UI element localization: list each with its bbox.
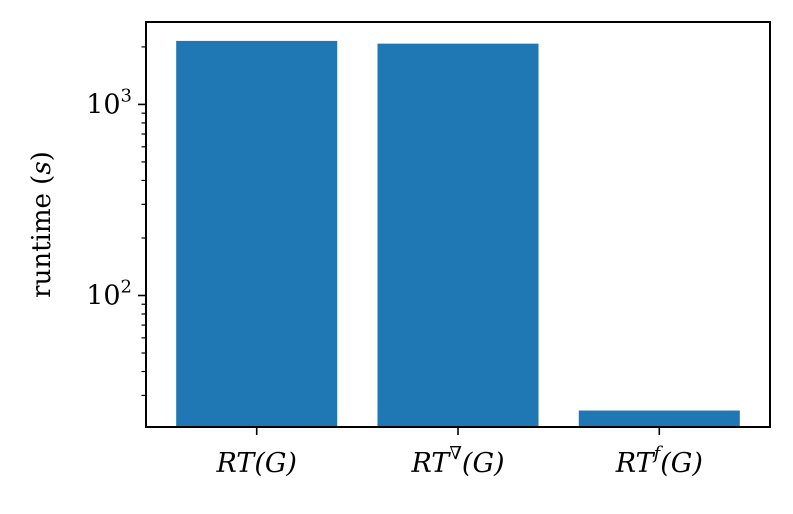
y-tick-label-exponent: 2 — [121, 276, 132, 297]
y-axis-label: runtime (s) — [27, 151, 57, 298]
x-tick-label-base: RT — [215, 448, 256, 479]
plot-frame — [145, 21, 771, 428]
y-tick-label-base: 10 — [86, 89, 120, 120]
y-tick-label-base: 10 — [86, 280, 120, 311]
x-ticks: RT(G) RT∇(G) RTf(G) — [215, 427, 703, 479]
y-axis-label-close: ) — [27, 151, 57, 161]
bar — [176, 40, 338, 427]
x-tick-label-argument: (G) — [462, 448, 505, 479]
y-tick-label: 102 — [86, 276, 132, 311]
x-tick-label: RT∇(G) — [410, 443, 504, 479]
y-tick-label: 103 — [86, 85, 132, 120]
bar — [578, 410, 740, 427]
y-axis-label-open: ( — [27, 175, 57, 185]
bar — [377, 43, 539, 427]
x-tick-label-argument: (G) — [254, 448, 297, 479]
x-tick-label: RT(G) — [215, 448, 297, 479]
y-tick-label-exponent: 3 — [121, 85, 132, 106]
y-axis-label-text: runtime — [27, 185, 57, 298]
x-tick-label-base: RT — [615, 448, 656, 479]
x-tick-label-superscript: ∇ — [449, 443, 462, 464]
x-tick-label: RTf(G) — [615, 443, 703, 479]
x-tick-label-base: RT — [410, 448, 451, 479]
x-tick-label-argument: (G) — [660, 448, 703, 479]
y-axis-label-var: s — [27, 161, 57, 174]
bars — [176, 40, 740, 427]
